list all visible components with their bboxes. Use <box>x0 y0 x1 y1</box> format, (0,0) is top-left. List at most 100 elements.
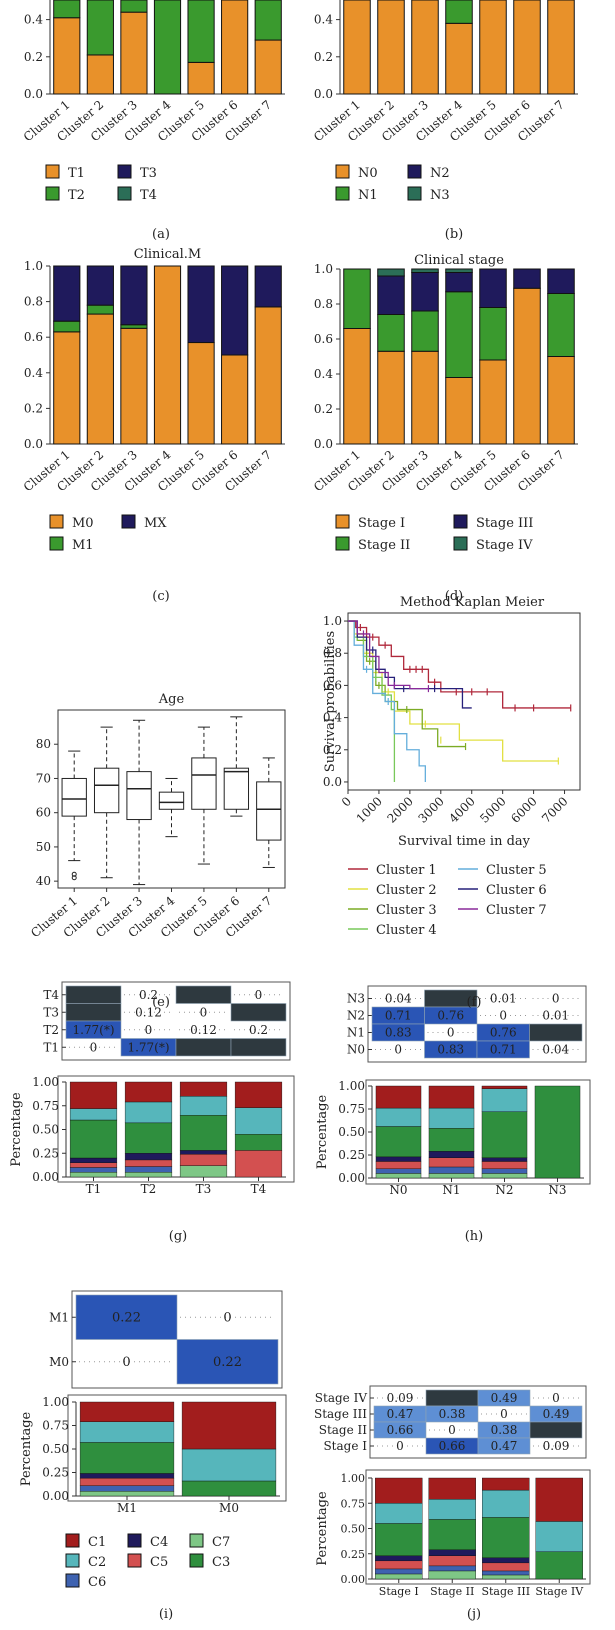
bar-segment-mx <box>120 265 148 326</box>
x-tick-label: T2 <box>141 1182 157 1196</box>
bar-segment-c3 <box>534 1085 581 1179</box>
heatmap-value: 0 <box>552 1391 560 1405</box>
legend-swatch <box>45 186 60 201</box>
bar-segment-t1 <box>86 54 114 95</box>
heatmap-value: 0.66 <box>387 1423 414 1437</box>
legend-label: Cluster 7 <box>486 903 547 918</box>
bar-segment-n0 <box>445 22 473 95</box>
bar-segment-c3 <box>234 1134 283 1151</box>
y-tick-label: 0.6 <box>323 678 342 692</box>
panel-f: Method Kaplan Meier 0.0 0.2 0.4 0.6 0.8 1.0 0 10… <box>323 595 581 938</box>
y-tick-label: 0.75 <box>42 1419 69 1433</box>
bar-segment-c7 <box>375 1573 423 1580</box>
panel-label-j: (j) <box>467 1607 481 1622</box>
y-tick-label: 0.2 <box>323 743 342 757</box>
heatmap-tile <box>425 1405 479 1423</box>
bar-segment-c4 <box>69 1157 118 1163</box>
heatmap-tile <box>529 1421 583 1439</box>
y-tick-label: 0.75 <box>338 1102 365 1116</box>
bar-segment-c7 <box>482 1574 530 1580</box>
legend-swatch <box>127 1553 142 1568</box>
bar-segment-stage-i <box>547 356 575 445</box>
y-tick-label: 0.2 <box>314 402 333 416</box>
heatmap-tile <box>175 1038 232 1057</box>
heatmap-value: 0.83 <box>437 1043 464 1057</box>
bar-segment-m0 <box>153 265 182 445</box>
y-tick-label: 0.25 <box>32 1146 59 1160</box>
heatmap-tile <box>65 1020 122 1039</box>
heatmap-value: 0 <box>552 992 560 1006</box>
bar-segment-c2 <box>79 1421 175 1443</box>
y-tick-label: 1.0 <box>24 259 43 273</box>
bar-segment-stage-ii <box>377 314 405 352</box>
bar-segment-c2 <box>482 1489 530 1518</box>
bar-segment-c2 <box>375 1503 423 1524</box>
bar-segment-n0 <box>547 0 575 95</box>
heatmap-value: 0.04 <box>385 992 412 1006</box>
heatmap-tile <box>230 1003 287 1022</box>
heatmap-value: 0 <box>223 1310 231 1325</box>
x-tick-label: 0 <box>339 794 354 809</box>
x-tick-label: 6000 <box>508 794 539 825</box>
heatmap-value: 1.77(*) <box>127 1040 169 1054</box>
heatmap-value: 0.76 <box>437 1009 464 1023</box>
bar-panel-frame <box>57 1075 295 1183</box>
bar-segment-c3 <box>482 1517 530 1558</box>
legend-label: Stage III <box>476 516 533 531</box>
legend-label: C7 <box>212 1535 230 1550</box>
row-label: N0 <box>347 1043 365 1057</box>
bar-segment-c4 <box>481 1157 528 1162</box>
bar-segment-c5 <box>428 1555 476 1567</box>
bar-segment-c3 <box>428 1128 475 1152</box>
bar-segment-c6 <box>482 1570 530 1576</box>
outlier-point <box>71 871 77 877</box>
x-tick-label: N0 <box>389 1183 407 1197</box>
heatmap-value: 0.22 <box>213 1355 242 1370</box>
bar-segment-c5 <box>481 1161 528 1169</box>
heatmap-value: 0.01 <box>490 992 517 1006</box>
legend-label: Cluster 3 <box>376 903 437 918</box>
y-tick-label: 0.4 <box>323 711 342 725</box>
legend-label: T2 <box>68 188 85 203</box>
x-tick-label: 2000 <box>384 794 415 825</box>
heatmap-value: 0 <box>499 1009 507 1023</box>
bar-segment-c7 <box>481 1173 528 1179</box>
chart-title: Age <box>158 692 185 707</box>
heatmap-tile <box>476 1040 530 1059</box>
legend-swatch <box>49 536 64 551</box>
legend-swatch <box>407 186 422 201</box>
x-tick-label: Stage IV <box>535 1585 584 1598</box>
panel-label-f: (f) <box>467 995 482 1010</box>
x-tick-label: N2 <box>495 1183 513 1197</box>
bar-segment-c1 <box>375 1085 422 1109</box>
bar-segment-c6 <box>375 1168 422 1174</box>
heatmap-value: 0.66 <box>439 1439 466 1453</box>
heatmap-value: 0 <box>255 988 263 1002</box>
bar-segment-c1 <box>428 1477 476 1500</box>
heatmap-value: 0.83 <box>385 1026 412 1040</box>
heatmap-tile <box>175 985 232 1004</box>
legend-label: Cluster 2 <box>376 883 437 898</box>
km-curve-cluster-7 <box>348 620 429 690</box>
y-tick-label: 0.00 <box>42 1489 69 1503</box>
bar-segment-c2 <box>179 1096 228 1116</box>
heatmap-value: 0.71 <box>385 1009 412 1023</box>
y-tick-label: 70 <box>36 771 51 785</box>
bar-segment-c2 <box>375 1107 422 1127</box>
heatmap-tile <box>424 1006 478 1025</box>
bar-segment-m1 <box>53 320 81 333</box>
row-label: Stage II <box>319 1423 368 1437</box>
y-tick-label: 0.00 <box>341 1573 366 1586</box>
bar-segment-stage-i <box>445 377 473 445</box>
bar-segment-mx <box>86 265 114 306</box>
row-label: Stage IV <box>315 1391 368 1405</box>
box <box>256 781 282 841</box>
x-tick-label: N1 <box>442 1183 460 1197</box>
legend-label: C3 <box>212 1555 230 1570</box>
legend-swatch <box>335 536 350 551</box>
x-tick-label: N3 <box>548 1183 566 1197</box>
heatmap-tile <box>65 985 122 1004</box>
bar-segment-mx <box>187 265 215 344</box>
bar-segment-c2 <box>535 1521 583 1552</box>
